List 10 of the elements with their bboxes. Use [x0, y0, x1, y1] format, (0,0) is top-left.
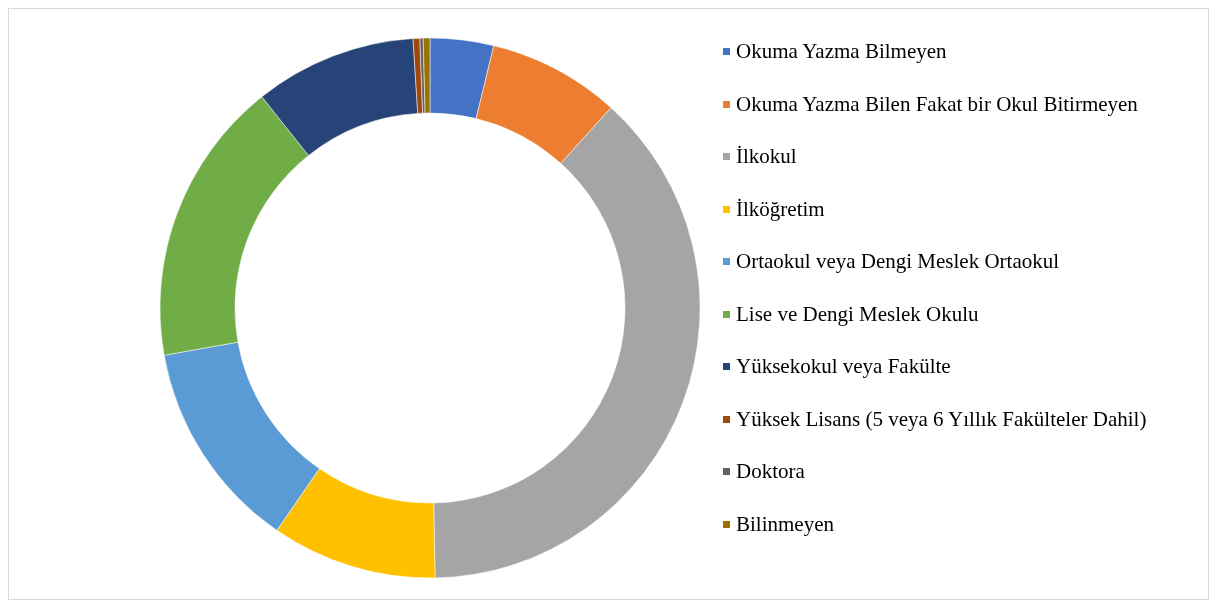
legend-label: Okuma Yazma Bilen Fakat bir Okul Bitirmeyen — [736, 91, 1138, 116]
legend-label: Yüksek Lisans (5 veya 6 Yıllık Fakülteler Dahil) — [736, 406, 1147, 431]
legend-label: Ortaokul veya Dengi Meslek Ortaokul — [736, 249, 1060, 273]
legend-label: Lise ve Dengi Meslek Okulu — [736, 301, 979, 326]
legend-label: Bilinmeyen — [736, 511, 834, 536]
legend-label: Yüksekokul veya Fakülte — [736, 354, 951, 378]
legend-label: Okuma Yazma Bilmeyen — [736, 39, 947, 63]
legend-label: Doktora — [736, 459, 805, 483]
legend-label: İlköğretim — [736, 196, 825, 221]
legend-label: İlkokul — [736, 144, 797, 168]
